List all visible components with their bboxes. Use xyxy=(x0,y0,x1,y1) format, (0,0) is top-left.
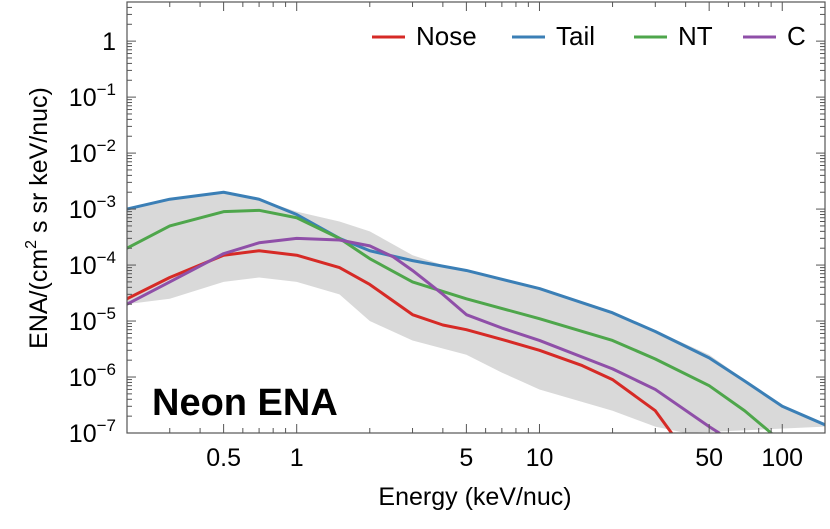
x-tick-label: 0.5 xyxy=(206,444,241,472)
x-tick-label: 5 xyxy=(459,444,473,472)
series-line-tail xyxy=(127,190,825,427)
series-line-nt xyxy=(127,208,773,433)
y-tick-label: 10−3 xyxy=(69,192,116,224)
y-axis-title-pre: ENA/(cm xyxy=(25,249,53,349)
series-line-nose xyxy=(127,249,674,433)
y-tick-label: 10−4 xyxy=(69,248,116,280)
y-tick-label: 10−1 xyxy=(69,80,116,112)
x-tick-label: 1 xyxy=(290,444,304,472)
series-line-c xyxy=(127,236,721,433)
y-axis-title-sup: 2 xyxy=(23,240,40,249)
x-tick-label: 100 xyxy=(761,444,803,472)
x-tick-label: 50 xyxy=(695,444,723,472)
legend-label-c: C xyxy=(787,21,806,51)
band-area xyxy=(127,192,825,433)
series-lines xyxy=(127,190,825,433)
y-tick-label: 10−2 xyxy=(69,136,116,168)
y-tick-label: 1 xyxy=(102,28,116,56)
y-tick-label: 10−6 xyxy=(69,360,116,392)
y-axis-ticks: 1 10−1 10−2 10−3 10−4 10−5 10−6 10−7 xyxy=(69,1,825,448)
x-tick-label: 10 xyxy=(526,444,554,472)
x-axis-title: Energy (keV/nuc) xyxy=(378,483,571,511)
legend-label-nt: NT xyxy=(678,21,713,51)
y-tick-label: 10−7 xyxy=(69,416,116,448)
legend: Nose Tail NT C xyxy=(372,21,806,51)
chart-annotation: Neon ENA xyxy=(152,382,338,424)
legend-label-tail: Tail xyxy=(556,21,595,51)
y-tick-label: 10−5 xyxy=(69,304,116,336)
y-axis-title-post: s sr keV/nuc) xyxy=(25,87,53,240)
uncertainty-band xyxy=(127,192,825,433)
legend-label-nose: Nose xyxy=(416,21,477,51)
y-axis-title: ENA/(cm2 s sr keV/nuc) xyxy=(23,87,53,349)
x-axis-ticks: 0.5 1 5 10 50 100 xyxy=(126,2,803,472)
